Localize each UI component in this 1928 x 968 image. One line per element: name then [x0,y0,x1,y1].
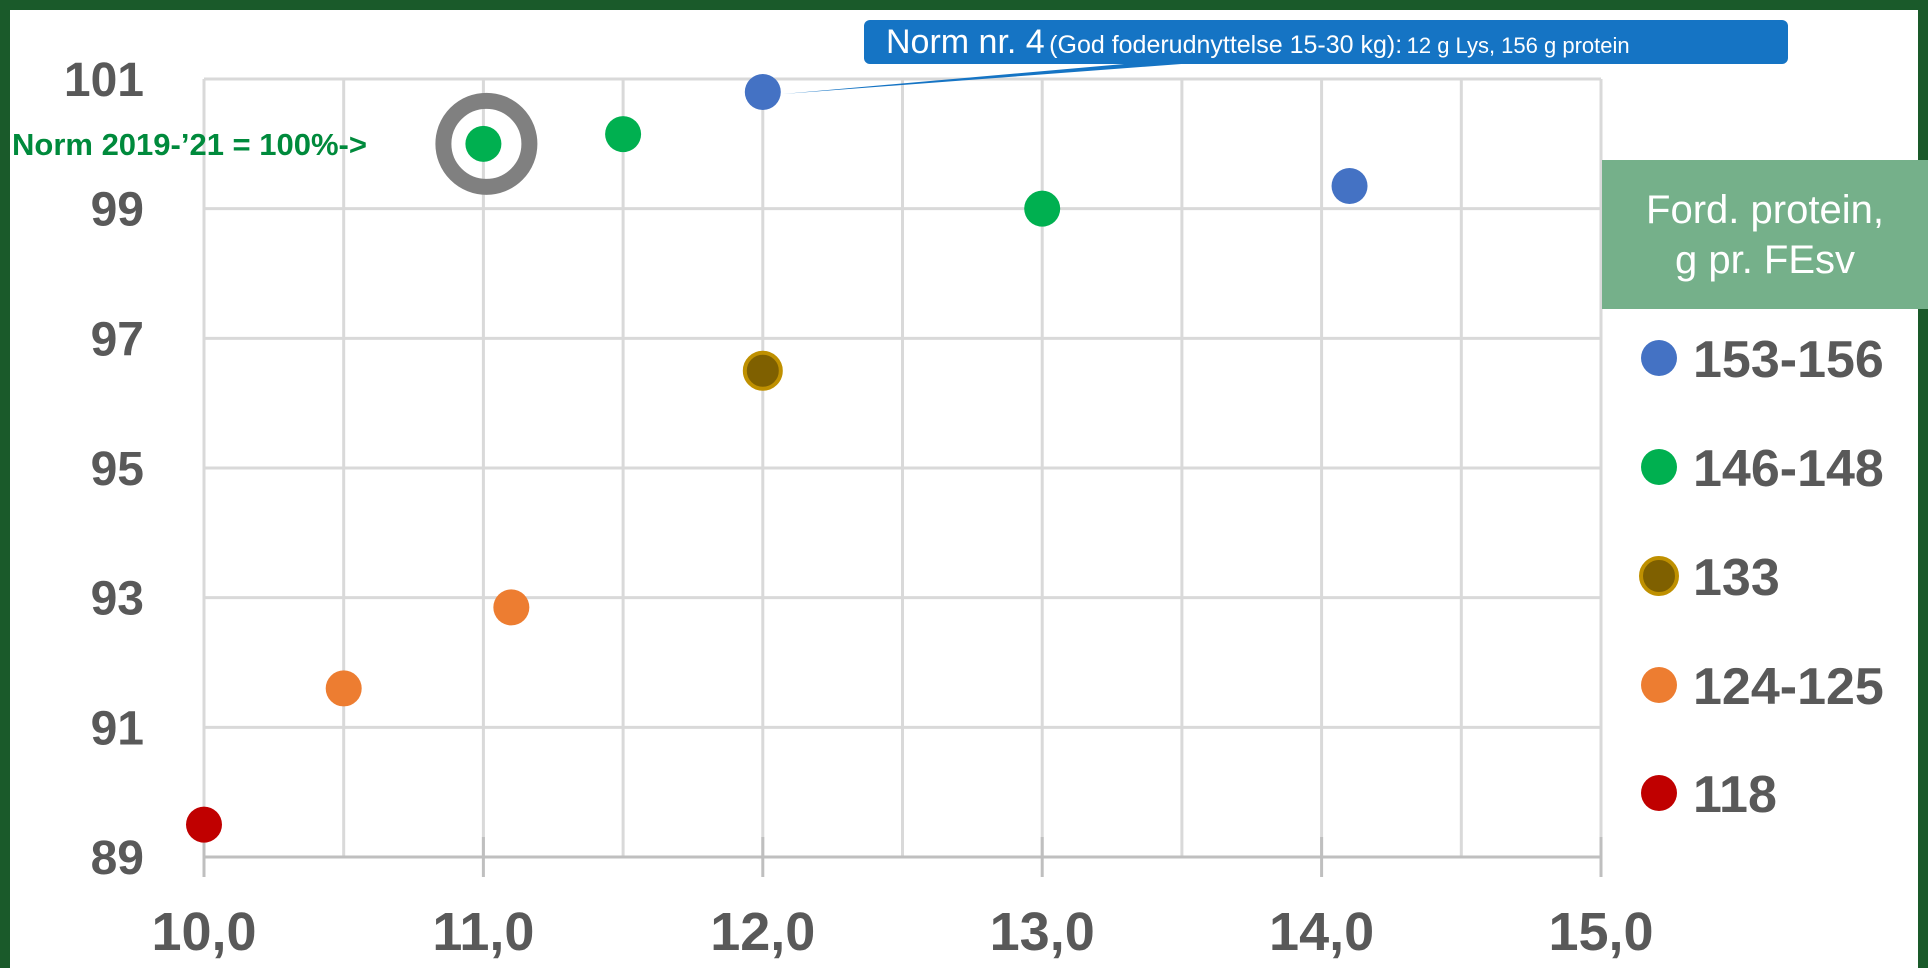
legend-title-line2: g pr. FEsv [1674,237,1856,282]
norm-highlight-ring [435,92,538,195]
data-point-series-1 [465,125,502,162]
callout-small-text: 12 g Lys, 156 g protein [1406,33,1630,58]
data-point-series-0 [744,73,781,110]
y-tick-label: 97 [91,313,144,366]
data-points [186,73,1368,843]
legend: 153-156 146-148 133 124-125 118 [1639,331,1884,824]
legend-label: 124-125 [1693,658,1884,716]
y-tick-label: 99 [91,184,144,237]
x-tick-label: 13,0 [990,902,1095,962]
data-point-series-3 [325,670,362,707]
x-tick-label: 14,0 [1269,902,1374,962]
legend-marker [1641,775,1677,811]
legend-label: 146-148 [1693,440,1884,498]
callout-mid-text: (God foderudnyttelse 15-30 kg): [1049,31,1403,59]
data-point-series-1 [1024,190,1061,227]
data-point-series-0 [1331,167,1368,204]
data-point-series-1 [605,116,642,153]
x-tick-label: 15,0 [1548,902,1653,962]
y-tick-label: 95 [91,443,144,496]
legend-marker [1639,556,1679,596]
legend-marker [1641,667,1677,703]
data-point-series-3 [493,589,530,626]
legend-label: 153-156 [1693,331,1884,389]
callout-main-text: Norm nr. 4 [886,23,1045,61]
norm-label: Norm 2019-’21 = 100%-> [12,127,367,162]
x-tick-label: 11,0 [432,902,534,962]
legend-title: Ford. protein, g pr. FEsv [1602,160,1928,309]
scatter-chart: 89 91 93 95 97 99 101 10,0 11,0 12,0 13,0 14,0 15,0… [12,52,1884,962]
annotations: Norm 2019-’21 = 100%-> [12,52,1340,195]
axes [202,837,1603,877]
data-point-series-4 [186,806,222,843]
legend-label: 133 [1693,549,1780,607]
x-tick-label: 12,0 [710,902,815,962]
y-tick-labels: 89 91 93 95 97 99 101 [64,54,144,885]
norm-4-callout: Norm nr. 4 (God foderudnyttelse 15-30 kg… [864,20,1788,64]
y-tick-label: 91 [91,702,144,755]
legend-label: 118 [1693,766,1777,824]
legend-marker [1641,340,1677,376]
legend-title-line1: Ford. protein, [1646,187,1884,232]
x-tick-labels: 10,0 11,0 12,0 13,0 14,0 15,0 [151,902,1653,962]
legend-marker [1641,449,1677,485]
grid-lines [202,77,1603,859]
y-tick-label: 101 [64,54,144,107]
chart-frame: 89 91 93 95 97 99 101 10,0 11,0 12,0 13,0 14,0 15,0… [10,10,1928,968]
y-tick-label: 89 [91,832,144,885]
x-tick-label: 10,0 [151,902,256,962]
y-tick-label: 93 [91,573,144,626]
data-point-series-2 [742,350,783,391]
